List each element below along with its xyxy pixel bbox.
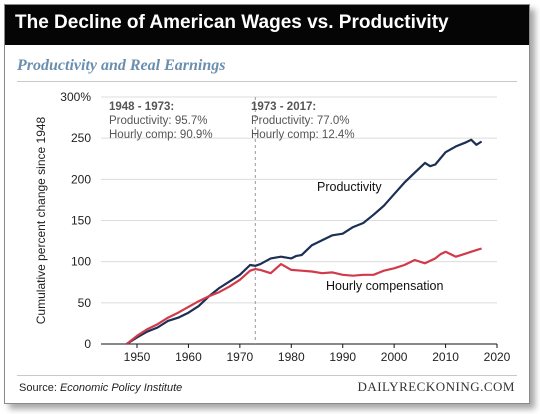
chart-subtitle: Productivity and Real Earnings [17,57,226,74]
grid-lines [101,96,497,304]
annotation-1-heading: 1948 - 1973: [109,101,174,113]
x-tick-label-1990: 1990 [329,350,356,364]
source-note: Source: Economic Policy Institute [19,382,182,394]
series-lines [126,138,483,345]
brand-wordmark: DAILYRECKONING.COM [357,379,515,394]
y-tick-label-100: 100 [71,255,91,269]
y-tick-label-200: 200 [71,172,91,186]
annotation-1-line-2: Hourly comp: 90.9% [109,129,213,141]
annotation-2-heading: 1973 - 2017: [251,101,316,113]
productivity-series-label: Productivity [317,180,382,194]
y-tick-label-300: 300% [60,90,91,104]
line-chart: 0 50 100 150 200 250 300% 1950 1960 1970 1980 1990… [34,90,511,364]
source-name: Economic Policy Institute [59,382,183,394]
annotation-2-line-2: Hourly comp: 12.4% [251,129,355,141]
footer-divider [17,375,517,376]
chart-frame: The Decline of American Wages vs. Produc… [4,4,530,404]
page-title: The Decline of American Wages vs. Produc… [15,12,449,33]
x-tick-label-1980: 1980 [278,350,305,364]
header-bar: The Decline of American Wages vs. Produc… [5,5,529,45]
y-axis-ticks: 0 50 100 150 200 250 300% [60,90,91,351]
hourly-compensation-line [126,247,482,345]
source-prefix: Source: [19,382,60,394]
annotation-2-line-1: Productivity: 77.0% [251,115,349,127]
y-tick-label-0: 0 [84,337,91,351]
productivity-line [126,138,483,345]
x-tick-label-1950: 1950 [124,350,151,364]
y-tick-label-50: 50 [78,296,92,310]
subtitle-divider [17,81,517,82]
y-tick-label-150: 150 [71,214,91,228]
x-tick-label-1970: 1970 [227,350,254,364]
hourly-compensation-series-label: Hourly compensation [326,279,443,293]
x-axis-ticks: 1950 1960 1970 1980 1990 2000 2010 2020 [124,344,511,364]
x-tick-label-2010: 2010 [432,350,459,364]
x-tick-label-2000: 2000 [381,350,408,364]
annotation-1-line-1: Productivity: 95.7% [109,115,207,127]
y-tick-label-250: 250 [71,131,91,145]
y-axis-label: Cumulative percent change since 1948 [34,116,48,324]
x-tick-label-2020: 2020 [484,350,511,364]
x-tick-label-1960: 1960 [175,350,202,364]
